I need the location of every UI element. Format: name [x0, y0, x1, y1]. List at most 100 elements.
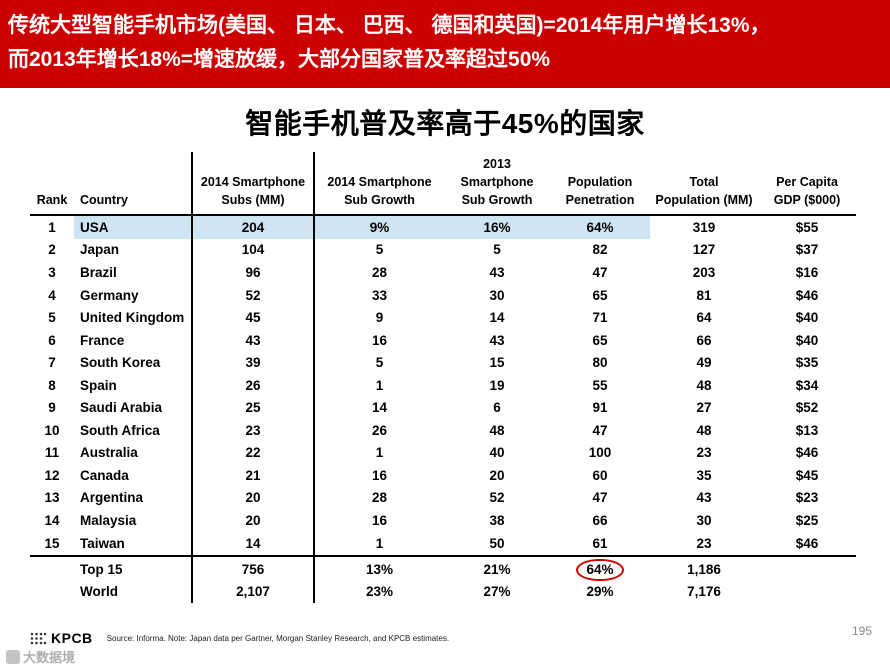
column-header-rank: Rank — [30, 152, 74, 217]
country-cell: Germany — [80, 287, 139, 303]
growth-2014-cell: 33 — [371, 287, 388, 303]
rank-cell: 2 — [48, 242, 56, 258]
growth-2013-cell: 20 — [489, 467, 505, 483]
source-note: Source: Informa. Note: Japan data per Ga… — [106, 634, 450, 643]
table-row: 2 Japan 104 5 5 82 127 $37 — [30, 238, 856, 262]
table-row: 9 Saudi Arabia 25 14 6 91 27 $52 — [30, 396, 856, 420]
growth-2013-cell: 6 — [493, 400, 501, 416]
growth-2013-cell: 14 — [489, 310, 505, 326]
population-cell: 23 — [696, 535, 712, 551]
growth-2014-cell: 1 — [375, 377, 384, 393]
table-row: 3 Brazil 96 28 43 47 203 $16 — [30, 261, 856, 285]
country-cell: Australia — [80, 445, 138, 461]
growth-2013-cell: 40 — [489, 445, 505, 461]
watermark-text: 大数据境 — [23, 650, 76, 665]
country-cell: South Korea — [80, 355, 161, 371]
growth-2013-cell: 5 — [493, 242, 501, 258]
penetration-cell: 47 — [592, 490, 608, 506]
country-cell: South Africa — [80, 422, 160, 438]
gdp-cell: $34 — [795, 377, 819, 393]
population-cell: 127 — [692, 242, 716, 258]
gdp-cell: $23 — [795, 490, 819, 506]
table-row: 13 Argentina 20 28 52 47 43 $23 — [30, 486, 856, 510]
growth-2014-cell: 28 — [371, 265, 388, 280]
country-cell: Malaysia — [80, 513, 137, 529]
penetration-cell: 29% — [586, 584, 614, 600]
penetration-cell: 47 — [592, 422, 608, 438]
penetration-cell: 100 — [588, 445, 612, 461]
rank-cell: 7 — [48, 355, 56, 371]
country-cell: Japan — [80, 242, 120, 258]
subs-cell: 104 — [191, 238, 315, 262]
kpcb-logo-text: KPCB — [51, 630, 93, 646]
table-row: 7 South Korea 39 5 15 80 49 $35 — [30, 351, 856, 375]
population-cell: 48 — [696, 422, 712, 438]
country-cell: Spain — [80, 377, 117, 393]
rank-cell: 10 — [44, 422, 60, 438]
growth-2013-cell: 21% — [444, 554, 550, 581]
population-cell: 35 — [696, 467, 712, 483]
subs-cell: 20 — [191, 509, 315, 533]
banner-line1: 传统大型智能手机市场(美国、 日本、 巴西、 德国和英国)=2014年用户增长1… — [8, 14, 771, 37]
rank-cell: 5 — [48, 310, 56, 326]
rank-cell: 3 — [48, 265, 56, 280]
table-row: 5 United Kingdom 45 9 14 71 64 $40 — [30, 306, 856, 330]
population-cell: 64 — [696, 310, 712, 326]
gdp-cell — [758, 554, 856, 581]
penetration-cell: 64% — [550, 215, 650, 239]
penetration-cell: 64% — [550, 554, 650, 582]
country-cell: Taiwan — [80, 535, 125, 551]
subs-cell: 21 — [191, 464, 315, 487]
country-cell: Brazil — [80, 265, 117, 280]
growth-2014-cell: 5 — [375, 355, 384, 371]
subs-cell: 756 — [191, 554, 315, 581]
smartphone-penetration-table: Rank Country 2014 Smartphone Subs (MM) 2014 … — [30, 152, 856, 604]
column-header-sub-growth: 2013 Smartphone Sub Growth — [444, 152, 550, 217]
growth-2014-cell: 23% — [365, 584, 394, 600]
summary-row: World 2,107 23% 27% 29% 7,176 — [30, 580, 856, 604]
rank-cell: 6 — [48, 332, 56, 348]
growth-2013-cell: 19 — [489, 377, 505, 393]
gdp-cell — [758, 581, 856, 604]
gdp-cell: $45 — [795, 467, 819, 483]
growth-2014-cell: 13% — [314, 554, 444, 581]
watermark-logo-icon — [6, 649, 20, 664]
table-row: 11 Australia 22 1 40 100 23 $46 — [30, 441, 856, 465]
subs-cell: 43 — [191, 329, 315, 352]
growth-2014-cell: 9 — [375, 310, 384, 326]
rank-cell: 1 — [48, 219, 56, 235]
growth-2013-cell: 52 — [489, 490, 505, 506]
rank-cell: 12 — [44, 467, 60, 483]
growth-2013-cell: 43 — [489, 265, 505, 280]
growth-2014-cell: 14 — [371, 400, 388, 416]
penetration-cell: 65 — [592, 332, 608, 348]
table-row: 10 South Africa 23 26 48 47 48 $13 — [30, 419, 856, 442]
red-circle-annotation: 64% — [576, 558, 624, 582]
column-header-subs-mm-: 2014 Smartphone Subs (MM) — [191, 152, 315, 217]
table-body: 1 USA 204 9% 16% 64% 319 $55 2 Japan 104 5 5 82 127 $37… — [30, 215, 856, 556]
column-header-country: Country — [74, 152, 192, 217]
subs-cell: 26 — [191, 374, 315, 397]
penetration-cell: 47 — [592, 265, 608, 280]
rank-cell: 15 — [44, 535, 60, 551]
country-cell: Canada — [80, 467, 129, 483]
kpcb-logo: KPCB — [30, 630, 93, 646]
column-header-sub-growth: 2014 Smartphone Sub Growth — [314, 152, 444, 217]
country-cell: World — [80, 584, 118, 600]
subs-cell: 45 — [191, 306, 315, 330]
table-row: 14 Malaysia 20 16 38 66 30 $25 — [30, 509, 856, 533]
gdp-cell: $40 — [795, 332, 819, 348]
population-cell: 43 — [696, 490, 712, 506]
growth-2014-cell: 28 — [371, 490, 388, 506]
header-banner: 传统大型智能手机市场(美国、 日本、 巴西、 德国和英国)=2014年用户增长1… — [0, 0, 890, 89]
table-head: Rank Country 2014 Smartphone Subs (MM) 2014 … — [30, 152, 856, 217]
growth-2013-cell: 27% — [483, 584, 511, 600]
gdp-cell: $13 — [795, 422, 819, 438]
country-cell: United Kingdom — [80, 310, 185, 326]
population-cell: 48 — [696, 377, 712, 393]
table-row: 15 Taiwan 14 1 50 61 23 $46 — [30, 532, 856, 556]
growth-2013-cell: 48 — [489, 422, 505, 438]
watermark: 大数据境 — [6, 647, 75, 666]
subs-cell: 39 — [191, 351, 315, 375]
table-row: 6 France 43 16 43 65 66 $40 — [30, 329, 856, 352]
